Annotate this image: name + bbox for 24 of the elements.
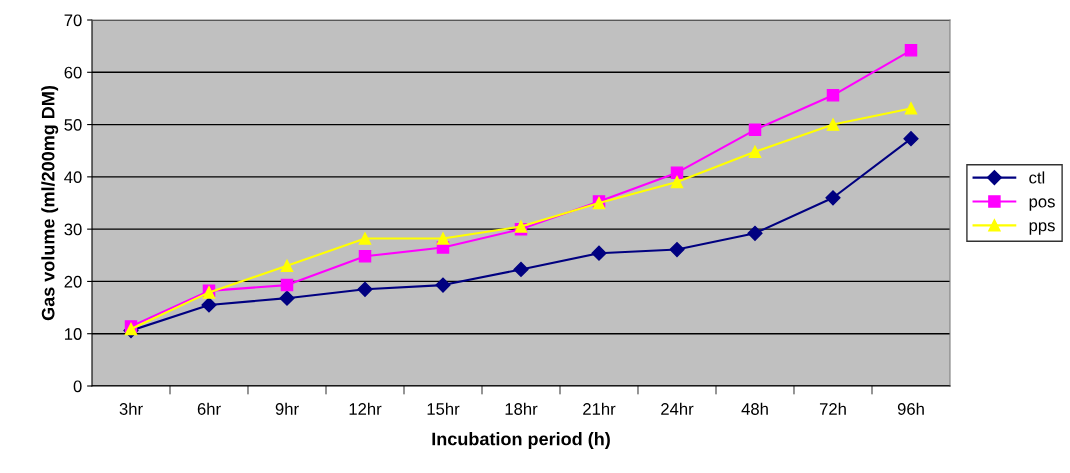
x-tick-label: 3hr [119, 402, 143, 415]
x-tick-label: 21hr [583, 402, 616, 415]
x-tick-label: 72h [819, 402, 846, 415]
x-tick-label: 12hr [349, 402, 382, 415]
y-tick-label: 30 [64, 223, 82, 236]
y-tick-label: 40 [64, 171, 82, 184]
y-tick-label: 20 [64, 275, 82, 288]
x-axis-title: Incubation period (h) [432, 432, 610, 449]
x-tick-label: 15hr [427, 402, 460, 415]
x-tick-label: 24hr [661, 402, 694, 415]
legend-label: ctl [1029, 171, 1045, 184]
x-tick-label: 6hr [197, 402, 221, 415]
y-tick-label: 70 [64, 14, 82, 27]
y-tick-label: 50 [64, 118, 82, 131]
x-tick-label: 9hr [275, 402, 299, 415]
y-axis-title: Gas volume (ml/200mg DM) [41, 86, 59, 321]
x-tick-label: 18hr [505, 402, 538, 415]
x-tick-label: 96h [897, 402, 924, 415]
y-tick-label: 60 [64, 66, 82, 79]
legend-label: pos [1029, 198, 1055, 211]
y-tick-label: 0 [73, 380, 82, 393]
y-tick-label: 10 [65, 328, 82, 340]
legend-label: pps [1029, 222, 1055, 235]
x-tick-label: 48h [741, 402, 768, 415]
